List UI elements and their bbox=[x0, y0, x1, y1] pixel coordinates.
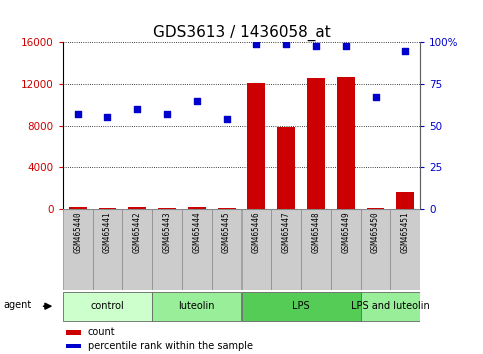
Bar bbox=[361, 292, 420, 321]
Bar bbox=[242, 209, 271, 290]
Text: count: count bbox=[88, 327, 115, 337]
Bar bbox=[152, 209, 182, 290]
Bar bbox=[247, 83, 265, 209]
Bar bbox=[331, 209, 361, 290]
Bar bbox=[361, 209, 390, 290]
Bar bbox=[69, 207, 86, 209]
Point bbox=[193, 98, 201, 104]
Bar bbox=[337, 77, 355, 209]
Text: GSM465445: GSM465445 bbox=[222, 211, 231, 253]
Point bbox=[133, 106, 141, 112]
Text: agent: agent bbox=[3, 299, 31, 310]
Bar bbox=[397, 192, 414, 209]
Bar bbox=[99, 208, 116, 209]
Text: percentile rank within the sample: percentile rank within the sample bbox=[88, 341, 253, 351]
Point bbox=[401, 48, 409, 53]
Bar bbox=[152, 292, 242, 321]
Point bbox=[74, 111, 82, 117]
Text: GSM465442: GSM465442 bbox=[133, 211, 142, 253]
Text: luteolin: luteolin bbox=[179, 301, 215, 311]
Text: control: control bbox=[91, 301, 124, 311]
Bar bbox=[63, 292, 152, 321]
Text: GSM465444: GSM465444 bbox=[192, 211, 201, 253]
Bar bbox=[188, 207, 206, 209]
Text: LPS and luteolin: LPS and luteolin bbox=[351, 301, 430, 311]
Bar bbox=[367, 207, 384, 209]
Bar bbox=[390, 209, 420, 290]
Point bbox=[163, 111, 171, 117]
Bar bbox=[277, 127, 295, 209]
Text: LPS: LPS bbox=[292, 301, 310, 311]
Text: GSM465441: GSM465441 bbox=[103, 211, 112, 253]
Bar bbox=[307, 78, 325, 209]
Point bbox=[312, 43, 320, 48]
Bar bbox=[158, 207, 176, 209]
Point bbox=[253, 41, 260, 47]
Bar bbox=[271, 209, 301, 290]
Point bbox=[342, 43, 350, 48]
Bar bbox=[301, 209, 331, 290]
Bar bbox=[128, 207, 146, 209]
Bar bbox=[66, 344, 81, 348]
Bar bbox=[242, 292, 361, 321]
Point bbox=[104, 115, 112, 120]
Text: GSM465447: GSM465447 bbox=[282, 211, 291, 253]
Text: GSM465448: GSM465448 bbox=[312, 211, 320, 253]
Point bbox=[372, 95, 380, 100]
Title: GDS3613 / 1436058_at: GDS3613 / 1436058_at bbox=[153, 25, 330, 41]
Text: GSM465451: GSM465451 bbox=[401, 211, 410, 253]
Point bbox=[223, 116, 230, 122]
Text: GSM465443: GSM465443 bbox=[163, 211, 171, 253]
Bar bbox=[212, 209, 242, 290]
Bar bbox=[122, 209, 152, 290]
Text: GSM465449: GSM465449 bbox=[341, 211, 350, 253]
Bar bbox=[66, 330, 81, 335]
Text: GSM465440: GSM465440 bbox=[73, 211, 82, 253]
Text: GSM465450: GSM465450 bbox=[371, 211, 380, 253]
Bar bbox=[93, 209, 122, 290]
Bar bbox=[63, 209, 93, 290]
Bar bbox=[182, 209, 212, 290]
Text: GSM465446: GSM465446 bbox=[252, 211, 261, 253]
Bar bbox=[218, 208, 236, 209]
Point bbox=[282, 41, 290, 47]
